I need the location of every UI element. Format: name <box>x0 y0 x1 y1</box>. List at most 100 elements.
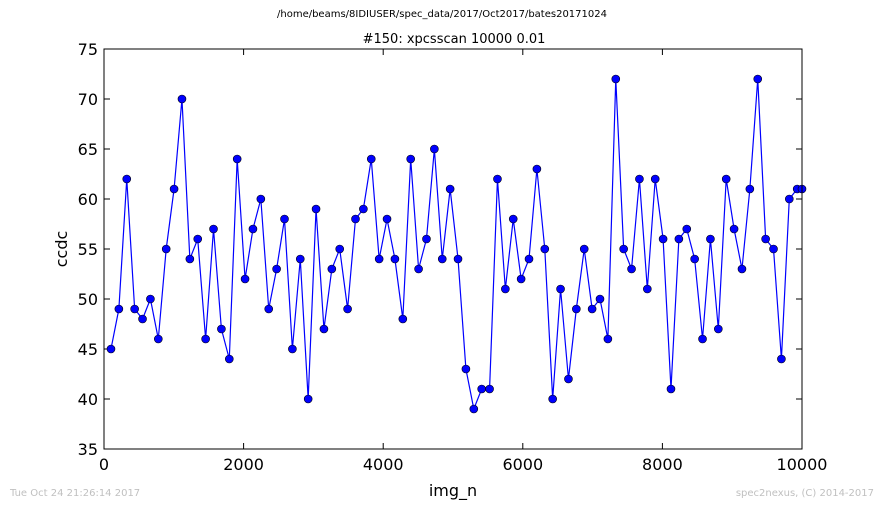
data-point <box>437 254 447 264</box>
data-point <box>556 284 565 294</box>
data-point <box>619 244 628 254</box>
data-point <box>335 244 345 254</box>
data-point <box>698 334 707 344</box>
x-tick-label: 8000 <box>642 455 683 474</box>
data-point <box>232 154 242 164</box>
plot-frame <box>103 48 803 450</box>
data-point <box>493 174 502 184</box>
data-point <box>264 304 274 314</box>
data-point <box>272 264 281 274</box>
data-point <box>682 224 692 234</box>
y-tick-label: 70 <box>78 90 98 109</box>
data-point <box>161 244 171 254</box>
y-tick-label: 40 <box>78 390 98 409</box>
data-point <box>516 274 526 284</box>
series-line <box>110 78 802 412</box>
data-point <box>753 74 763 84</box>
data-point <box>524 254 534 264</box>
y-tick-label: 35 <box>78 440 98 459</box>
data-point <box>366 154 376 164</box>
data-point <box>666 384 676 394</box>
x-tick-label: 4000 <box>363 455 404 474</box>
data-point <box>406 154 416 164</box>
data-point <box>374 254 384 264</box>
data-point <box>280 214 289 224</box>
data-point <box>288 344 297 354</box>
data-point <box>540 244 550 254</box>
data-point <box>548 394 557 404</box>
data-point <box>445 184 455 194</box>
data-point <box>138 314 147 324</box>
data-point <box>658 234 668 244</box>
data-point <box>564 374 573 384</box>
data-point <box>256 194 266 204</box>
data-point <box>209 224 218 234</box>
x-tick-label: 6000 <box>502 455 543 474</box>
data-point <box>784 194 794 204</box>
data-point <box>643 284 652 294</box>
data-point <box>382 214 392 224</box>
file-path-header: /home/beams/8IDIUSER/spec_data/2017/Oct2… <box>277 9 607 20</box>
data-point <box>501 284 510 294</box>
data-point <box>303 394 313 404</box>
data-point <box>706 234 715 244</box>
data-point <box>603 334 613 344</box>
axis-ticks <box>103 48 803 450</box>
data-point <box>595 294 605 304</box>
data-point <box>777 354 786 364</box>
data-point <box>414 264 423 274</box>
data-point <box>122 174 132 184</box>
data-point <box>737 264 747 274</box>
data-point <box>224 354 234 364</box>
data-point <box>154 334 163 344</box>
data-point <box>390 254 400 264</box>
credit-footer: spec2nexus, (C) 2014-2017 <box>735 488 874 499</box>
data-point <box>485 384 494 394</box>
data-point <box>761 234 770 244</box>
data-point <box>130 304 139 314</box>
data-point <box>461 364 471 374</box>
data-point <box>532 164 542 174</box>
data-point <box>351 214 360 224</box>
data-point <box>430 144 439 154</box>
data-point <box>169 184 179 194</box>
data-point <box>327 264 337 274</box>
data-point <box>193 234 203 244</box>
timestamp-footer: Tue Oct 24 21:26:14 2017 <box>10 488 141 499</box>
data-point <box>295 254 305 264</box>
data-point <box>177 94 187 104</box>
data-point <box>650 174 660 184</box>
data-point <box>248 224 258 234</box>
data-point <box>579 244 589 254</box>
data-point <box>319 324 329 334</box>
data-point <box>240 274 250 284</box>
x-tick-label: 0 <box>99 455 109 474</box>
data-point <box>508 214 518 224</box>
x-tick-label: 2000 <box>223 455 264 474</box>
data-point <box>453 254 463 264</box>
data-point <box>185 254 195 264</box>
x-axis-label: img_n <box>429 481 477 501</box>
data-point <box>201 334 210 344</box>
y-tick-label: 45 <box>78 340 98 359</box>
y-tick-label: 75 <box>78 40 98 59</box>
data-marks <box>106 74 807 414</box>
tick-labels: 0 2000 4000 6000 8000 10000 35 40 45 50 55 60 65 70 75 <box>78 40 828 474</box>
y-axis-label: ccdc <box>52 231 71 268</box>
data-point <box>587 304 597 314</box>
data-point <box>114 304 124 314</box>
data-point <box>769 244 778 254</box>
data-point <box>477 384 486 394</box>
y-tick-label: 55 <box>78 240 98 259</box>
chart-title: #150: xpcsscan 10000 0.01 <box>363 32 546 47</box>
data-point <box>217 324 226 334</box>
data-point <box>714 324 723 334</box>
data-point <box>627 264 636 274</box>
data-point <box>146 294 155 304</box>
y-tick-label: 65 <box>78 140 98 159</box>
data-point <box>343 304 352 314</box>
data-point <box>674 234 684 244</box>
data-point <box>690 254 699 264</box>
data-point <box>745 184 755 194</box>
